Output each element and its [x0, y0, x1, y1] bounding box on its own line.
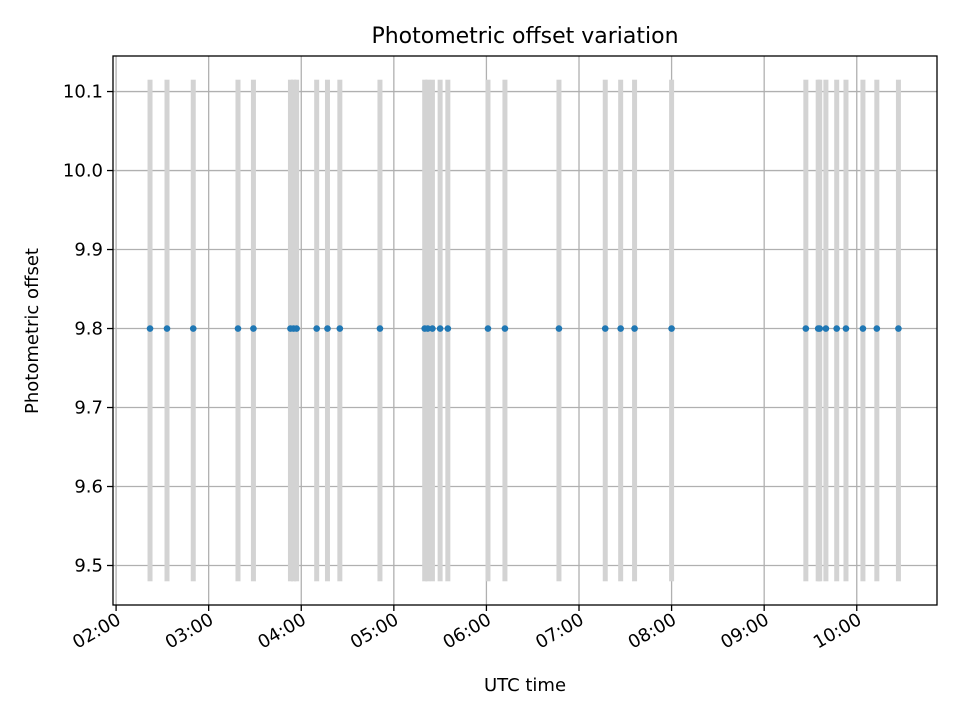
x-tick-label: 06:00: [439, 609, 494, 653]
data-point: [631, 325, 638, 332]
y-tick-label: 9.9: [74, 240, 103, 261]
data-point: [376, 325, 384, 332]
x-tick-label: 03:00: [162, 609, 217, 653]
data-point: [555, 325, 563, 332]
data-point: [336, 325, 344, 332]
data-point: [163, 325, 171, 332]
data-point: [444, 325, 452, 332]
data-points: [146, 325, 902, 332]
data-point: [501, 325, 509, 332]
x-tick-label: 05:00: [347, 609, 402, 653]
data-point: [146, 325, 154, 332]
data-point: [859, 325, 867, 332]
x-tick-label: 09:00: [717, 609, 772, 653]
data-point: [816, 325, 824, 332]
data-point: [436, 325, 444, 332]
data-point: [601, 325, 609, 332]
data-point: [873, 325, 881, 332]
y-tick-label: 10.0: [63, 161, 103, 182]
data-point: [189, 325, 197, 332]
data-point: [895, 325, 902, 332]
data-point: [842, 325, 850, 332]
data-point: [484, 325, 492, 332]
data-point: [822, 325, 830, 332]
chart-title: Photometric offset variation: [371, 24, 678, 49]
data-point: [833, 325, 841, 332]
x-tick-label: 04:00: [254, 609, 309, 653]
error-bands: [147, 79, 901, 582]
data-point: [429, 325, 436, 332]
x-tick-label: 10:00: [810, 609, 865, 653]
data-point: [324, 325, 331, 332]
y-tick-label: 9.7: [74, 398, 103, 419]
data-point: [668, 325, 675, 332]
y-tick-label: 9.8: [74, 319, 103, 340]
data-point: [234, 325, 242, 332]
plot-frame: [112, 55, 938, 606]
data-point: [250, 325, 257, 332]
x-axis-ticks: 02:00 03:00 04:00 05:00 06:00 07:00 08:00 09:00…: [69, 605, 865, 653]
data-point: [424, 325, 432, 332]
y-axis-label: Photometric offset: [22, 248, 43, 414]
y-axis-ticks: 9.5 9.6 9.7 9.8 9.9 10.0 10.1: [63, 82, 113, 577]
data-point: [293, 325, 300, 332]
data-point: [802, 325, 810, 332]
x-tick-label: 02:00: [69, 609, 124, 653]
data-point: [617, 325, 624, 332]
y-tick-label: 9.6: [74, 477, 103, 498]
y-tick-label: 10.1: [63, 82, 103, 103]
x-tick-label: 08:00: [625, 609, 680, 653]
y-tick-label: 9.5: [74, 556, 103, 577]
data-point: [313, 325, 320, 332]
x-axis-label: UTC time: [484, 675, 566, 696]
x-tick-label: 07:00: [532, 609, 587, 653]
